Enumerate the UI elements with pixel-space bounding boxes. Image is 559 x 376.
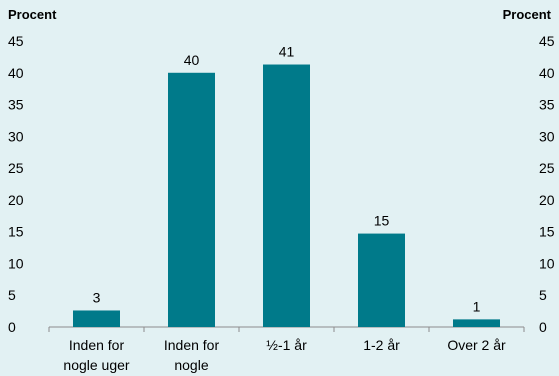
bar bbox=[168, 72, 215, 328]
x-tick-label: nogle uger bbox=[63, 357, 130, 373]
y-axis-title-right: Procent bbox=[503, 7, 552, 22]
y-tick-label-left: 30 bbox=[8, 128, 24, 144]
x-tick-label: 1-2 år bbox=[363, 337, 400, 353]
x-tick-label: nogle bbox=[174, 357, 208, 373]
value-labels: 3 40 41 15 1 bbox=[93, 44, 481, 315]
y-tick-label-right: 0 bbox=[539, 319, 547, 335]
data-label: 41 bbox=[279, 44, 295, 60]
y-tick-label-right: 30 bbox=[539, 128, 555, 144]
y-tick-label-left: 40 bbox=[8, 65, 24, 81]
axes bbox=[48, 326, 525, 332]
y-tick-label-left: 10 bbox=[8, 255, 24, 271]
y-tick-label-right: 45 bbox=[539, 33, 555, 49]
y-tick-label-right: 5 bbox=[539, 287, 547, 303]
y-tick-label-left: 45 bbox=[8, 33, 24, 49]
bars bbox=[73, 64, 500, 328]
data-label: 40 bbox=[184, 52, 200, 68]
y-tick-label-left: 15 bbox=[8, 224, 24, 240]
data-label: 3 bbox=[93, 289, 101, 305]
bar bbox=[73, 310, 120, 327]
y-tick-label-right: 35 bbox=[539, 97, 555, 113]
bar bbox=[453, 319, 500, 327]
y-tick-label-right: 10 bbox=[539, 255, 555, 271]
y-tick-label-right: 15 bbox=[539, 224, 555, 240]
y-tick-label-left: 5 bbox=[8, 287, 16, 303]
y-tick-label-right: 25 bbox=[539, 160, 555, 176]
y-ticks-left: 0 5 10 15 20 25 30 35 40 45 bbox=[8, 33, 24, 335]
y-ticks-right: 0 5 10 15 20 25 30 35 40 45 bbox=[539, 33, 555, 335]
x-tick-label: Over 2 år bbox=[447, 337, 506, 353]
x-tick-label: Inden for bbox=[69, 337, 125, 353]
x-tick-label: Inden for bbox=[164, 337, 220, 353]
y-axis-title-left: Procent bbox=[8, 7, 57, 22]
data-label: 1 bbox=[473, 298, 481, 314]
x-tick-label: ½-1 år bbox=[266, 337, 307, 353]
y-tick-label-left: 25 bbox=[8, 160, 24, 176]
y-tick-label-right: 20 bbox=[539, 192, 555, 208]
y-tick-label-right: 40 bbox=[539, 65, 555, 81]
data-label: 15 bbox=[374, 213, 390, 229]
bar bbox=[358, 233, 405, 327]
title-decoration bbox=[0, 0, 150, 6]
y-tick-label-left: 20 bbox=[8, 192, 24, 208]
y-tick-label-left: 35 bbox=[8, 97, 24, 113]
bar bbox=[263, 64, 310, 327]
y-tick-label-left: 0 bbox=[8, 319, 16, 335]
